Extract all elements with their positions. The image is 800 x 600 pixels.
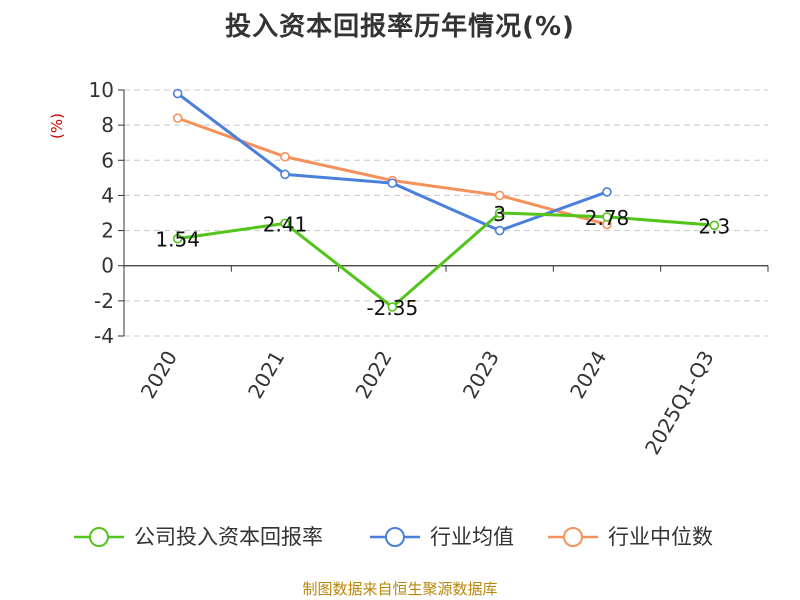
- data-point: [172, 88, 183, 99]
- x-tick-label: 2021: [243, 347, 289, 403]
- data-label: 2.3: [698, 214, 730, 238]
- data-point: [387, 302, 398, 312]
- y-tick-label: 10: [89, 78, 114, 102]
- legend-item: 公司投入资本回报率: [74, 525, 323, 549]
- legend-marker: [385, 527, 405, 547]
- y-tick-label: 4: [101, 183, 114, 207]
- data-point: [280, 218, 290, 229]
- legend-item: 行业中位数: [548, 525, 713, 549]
- series-line: [176, 92, 609, 233]
- data-label: 2.41: [263, 212, 308, 236]
- data-point: [172, 233, 183, 244]
- legend-marker: [89, 527, 109, 547]
- series-layer: [172, 88, 720, 312]
- data-label: 1.54: [155, 228, 200, 252]
- legend-label: 公司投入资本回报率: [134, 525, 323, 549]
- data-point: [280, 169, 290, 180]
- data-point: [387, 178, 398, 188]
- x-tick-label: 2024: [565, 347, 611, 403]
- source-note: 制图数据来自恒生聚源数据库: [302, 580, 498, 598]
- data-label: -2.35: [366, 296, 418, 320]
- data-label-layer: 1.54 2.41 -2.35 3 2.78 2.3: [155, 202, 730, 320]
- data-point: [602, 187, 612, 197]
- data-label: 2.78: [585, 206, 630, 230]
- data-label: 3: [493, 202, 506, 226]
- chart-title: 投入资本回报率历年情况(%): [225, 12, 575, 42]
- x-tick-label: 2025Q1-Q3: [640, 347, 719, 459]
- legend-marker: [563, 527, 583, 547]
- legend-label: 行业中位数: [608, 525, 713, 549]
- data-point: [172, 113, 183, 123]
- data-point: [494, 225, 505, 236]
- grid-layer: [124, 89, 768, 337]
- y-tick-label: 8: [101, 113, 114, 137]
- y-tick-label: 6: [101, 148, 114, 172]
- x-tick-label: 2023: [458, 346, 504, 402]
- y-tick-label: 2: [101, 219, 114, 243]
- data-point: [494, 208, 505, 218]
- legend-label: 行业均值: [430, 525, 514, 549]
- axis-layer: -4 -2 0 2 4 6 8 10 2020 2021 2022 2023 2024 2025Q1-Q3: [89, 78, 769, 459]
- y-tick-label: 0: [101, 254, 114, 278]
- data-point: [280, 151, 290, 162]
- data-point: [709, 220, 720, 231]
- x-tick-label: 2022: [350, 347, 396, 403]
- data-point: [602, 212, 612, 222]
- y-tick-label: -2: [94, 289, 114, 313]
- series-line: [176, 116, 609, 226]
- y-axis-label: (%): [48, 113, 66, 139]
- data-point: [494, 190, 505, 201]
- y-tick-label: -4: [94, 324, 114, 348]
- x-tick-label: 2020: [136, 347, 182, 403]
- legend: 公司投入资本回报率 行业均值 行业中位数: [74, 525, 713, 549]
- legend-item: 行业均值: [370, 525, 514, 549]
- series-line: [176, 211, 716, 309]
